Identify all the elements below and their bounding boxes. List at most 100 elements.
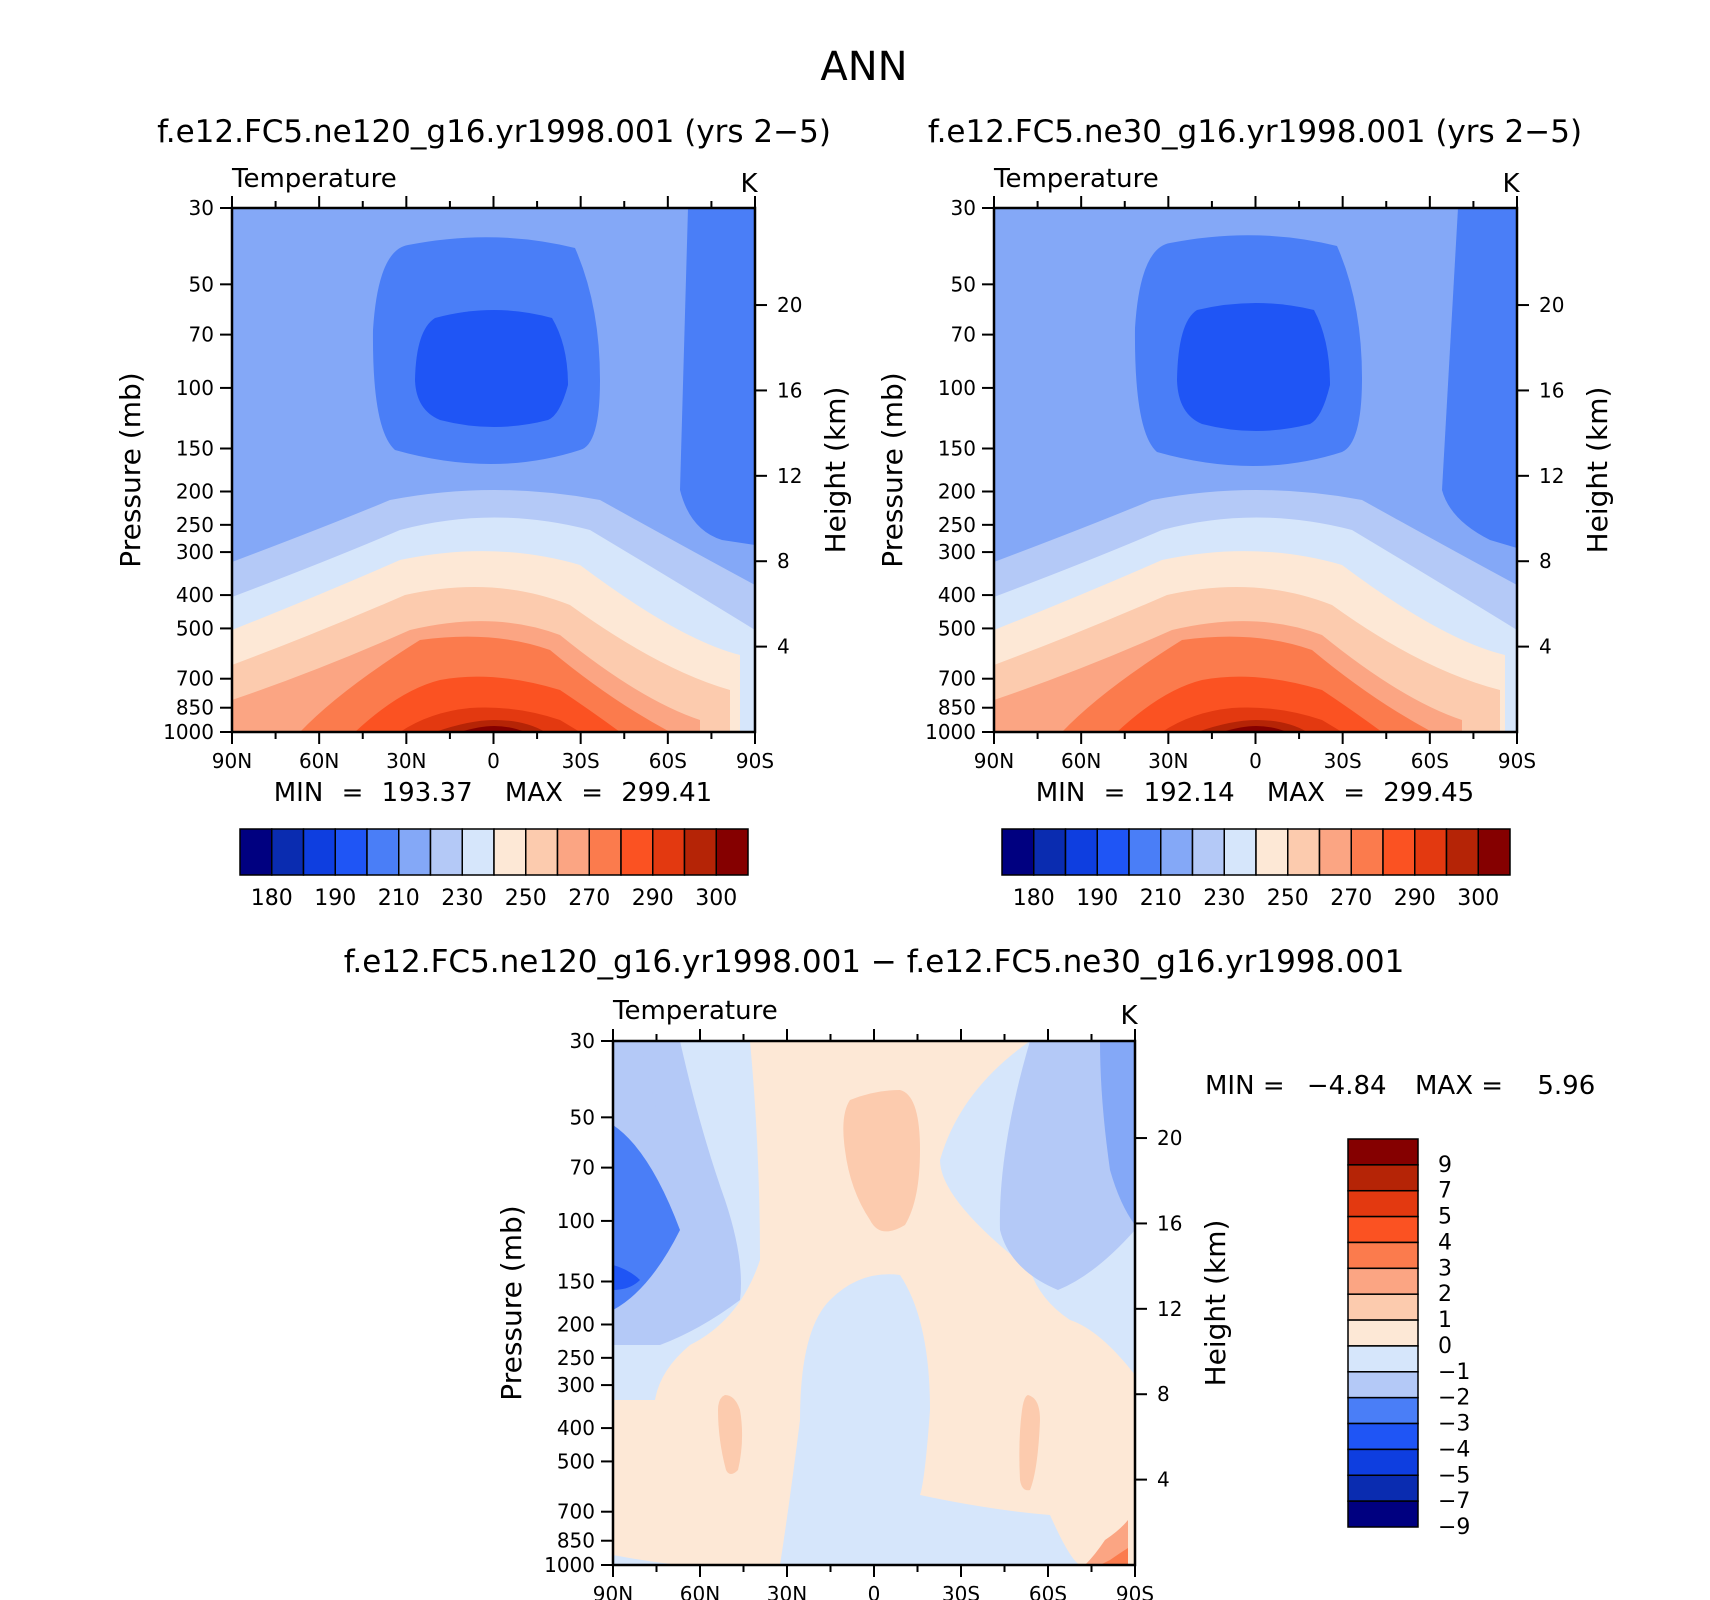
colorbar-box	[1287, 828, 1321, 876]
y-axis-label-right: Height (km)	[1199, 1220, 1232, 1387]
colorbar-label: 7	[1438, 1179, 1452, 1204]
y-tick-label: 1000	[163, 720, 214, 744]
right-max-label: MAX	[1267, 778, 1325, 808]
colorbar-box	[683, 828, 717, 876]
right-units-label: K	[1502, 169, 1520, 199]
colorbar-label: 270	[568, 886, 610, 911]
colorbar-label: 270	[1330, 886, 1372, 911]
y-tick-label: 1000	[544, 1553, 595, 1577]
left-panel: f.e12.FC5.ne120_g16.yr1998.001 (yrs 2−5)…	[114, 114, 852, 911]
colorbar-label: 180	[251, 886, 293, 911]
colorbar-label: 210	[378, 886, 420, 911]
colorbar-box	[1350, 828, 1384, 876]
x-tick-label: 90S	[736, 749, 774, 773]
diff-variable-label: Temperature	[612, 996, 778, 1026]
y-tick-label: 500	[938, 616, 976, 640]
right-variable-label: Temperature	[993, 164, 1159, 194]
diff-contour-field	[613, 1041, 1135, 1565]
colorbar-label: 290	[632, 886, 674, 911]
colorbar-box	[366, 828, 400, 876]
colorbar-box	[1347, 1138, 1419, 1166]
x-tick-label: 30N	[386, 749, 426, 773]
colorbar-label: −2	[1438, 1386, 1470, 1411]
y-axis-label-right: Height (km)	[1581, 387, 1614, 554]
colorbar-box	[1255, 828, 1289, 876]
y-tick-label: 500	[176, 616, 214, 640]
colorbar-box	[1347, 1319, 1419, 1347]
left-axes: 305070100150200250300400500700850100090N…	[114, 196, 852, 773]
left-min-label: MIN	[274, 778, 324, 808]
y-tick-label: 1000	[925, 720, 976, 744]
colorbar-box	[1191, 828, 1225, 876]
colorbar-box	[1347, 1267, 1419, 1295]
height-tick-label: 4	[1539, 635, 1552, 659]
height-tick-label: 8	[1539, 549, 1552, 573]
height-tick-label: 8	[777, 549, 790, 573]
colorbar-label: 250	[505, 886, 547, 911]
colorbar-box	[1347, 1448, 1419, 1477]
y-tick-label: 100	[938, 376, 976, 400]
y-tick-label: 30	[189, 196, 214, 220]
x-tick-label: 60N	[680, 1582, 720, 1600]
colorbar-box	[1318, 828, 1352, 876]
colorbar-box	[1223, 828, 1257, 876]
y-tick-label: 250	[938, 513, 976, 537]
x-tick-label: 60S	[1411, 749, 1449, 773]
x-tick-label: 60S	[1029, 1582, 1067, 1600]
y-tick-label: 300	[557, 1373, 595, 1397]
height-tick-label: 12	[777, 464, 802, 488]
height-tick-label: 16	[777, 378, 802, 402]
colorbar-label: 190	[1076, 886, 1118, 911]
y-tick-label: 400	[938, 583, 976, 607]
colorbar-box	[334, 828, 368, 876]
diff-min-value: −4.84	[1307, 1071, 1387, 1101]
x-tick-label: 30S	[1324, 749, 1362, 773]
colorbar-label: 0	[1438, 1334, 1452, 1359]
x-tick-label: 90N	[212, 749, 252, 773]
colorbar-label: 250	[1267, 886, 1309, 911]
colorbar-box	[525, 828, 559, 876]
colorbar-label: 4	[1438, 1230, 1452, 1255]
colorbar-box	[271, 828, 305, 876]
colorbar-box	[1382, 828, 1416, 876]
colorbar-label: −5	[1438, 1463, 1470, 1488]
y-tick-label: 250	[557, 1346, 595, 1370]
height-tick-label: 20	[777, 293, 802, 317]
y-tick-label: 300	[176, 540, 214, 564]
colorbar-box	[302, 828, 336, 876]
colorbar-box	[1347, 1396, 1419, 1425]
colorbar-box	[1347, 1189, 1419, 1218]
x-tick-label: 90N	[593, 1582, 633, 1600]
colorbar-box	[556, 828, 590, 876]
colorbar-label: −7	[1438, 1489, 1470, 1514]
height-tick-label: 8	[1157, 1382, 1170, 1406]
colorbar-box	[461, 828, 495, 876]
diff-axes: 305070100150200250300400500700850100090N…	[495, 1029, 1232, 1600]
y-tick-label: 400	[557, 1416, 595, 1440]
colorbar-box	[429, 828, 463, 876]
y-tick-label: 850	[938, 696, 976, 720]
colorbar-box	[1347, 1345, 1419, 1373]
diff-max-value: 5.96	[1537, 1071, 1595, 1101]
height-tick-label: 20	[1157, 1126, 1182, 1150]
colorbar-label: 190	[314, 886, 356, 911]
colorbar-box	[1347, 1422, 1419, 1451]
x-tick-label: 30N	[767, 1582, 807, 1600]
y-tick-label: 30	[570, 1029, 595, 1053]
colorbar-box	[1477, 828, 1511, 876]
colorbar-box	[1096, 828, 1130, 876]
y-tick-label: 150	[938, 437, 976, 461]
colorbar-label: 230	[441, 886, 483, 911]
y-tick-label: 50	[189, 272, 214, 296]
colorbar-box	[1347, 1293, 1419, 1321]
colorbar-box	[1414, 828, 1448, 876]
y-tick-label: 700	[557, 1500, 595, 1524]
left-min-value: 193.37	[382, 778, 473, 808]
left-max-value: 299.41	[621, 778, 712, 808]
x-tick-label: 60N	[299, 749, 339, 773]
y-tick-label: 200	[557, 1312, 595, 1336]
colorbar-label: 210	[1140, 886, 1182, 911]
colorbar-box	[1128, 828, 1162, 876]
colorbar-label: 5	[1438, 1205, 1452, 1230]
colorbar-box	[1347, 1474, 1419, 1502]
